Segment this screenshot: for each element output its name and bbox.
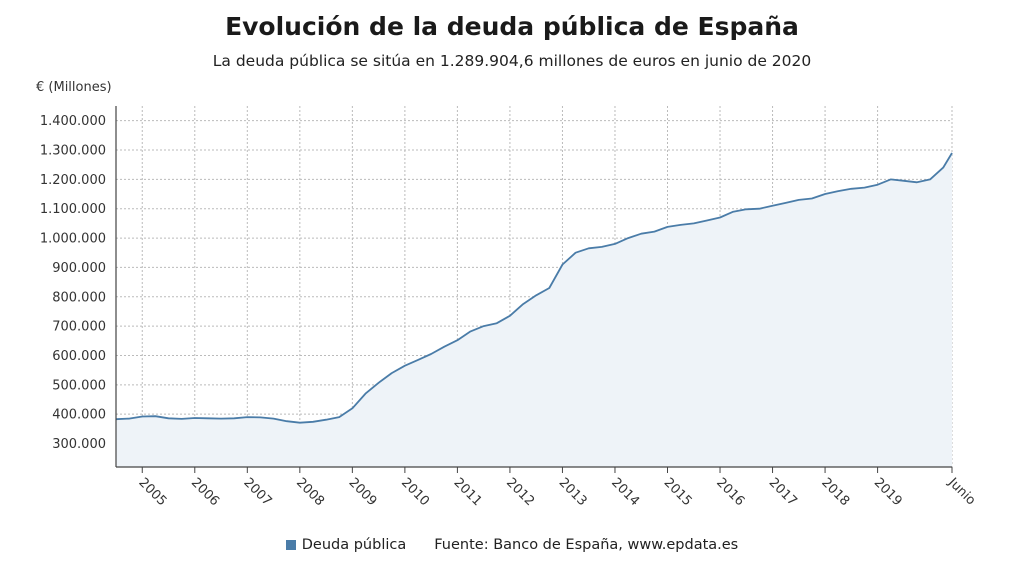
chart-subtitle: La deuda pública se sitúa en 1.289.904,6… — [212, 52, 812, 70]
x-tick-label: 2007 — [240, 475, 274, 509]
y-axis-label: € (Millones) — [36, 80, 112, 95]
legend-swatch-icon — [285, 540, 296, 550]
y-tick-label: 900.000 — [52, 261, 106, 276]
legend: Deuda pública Fuente: Banco de España, w… — [0, 537, 1024, 553]
source-credit: Fuente: Banco de España, www.epdata.es — [434, 537, 739, 553]
legend-label: Deuda pública — [301, 537, 407, 553]
x-tick-label: 2006 — [188, 475, 222, 509]
x-tick-label: 2010 — [398, 475, 432, 509]
x-tick-label: 2018 — [818, 475, 852, 509]
legend-item-deuda: Deuda pública — [285, 537, 407, 553]
y-tick-label: 600.000 — [52, 349, 106, 364]
x-tick-label: 2005 — [135, 475, 169, 509]
x-tick-label: 2011 — [451, 475, 485, 509]
x-tick-label: 2017 — [766, 475, 800, 509]
y-tick-label: 800.000 — [52, 290, 106, 305]
y-tick-label: 1.300.000 — [40, 144, 106, 159]
x-tick-label: 2009 — [346, 475, 380, 509]
series-line-deuda-publica — [115, 152, 953, 424]
x-tick-label: 2015 — [661, 475, 695, 509]
y-tick-label: 1.400.000 — [40, 114, 106, 129]
x-tick-label: 2012 — [503, 475, 537, 509]
y-tick-label: 1.000.000 — [40, 232, 106, 247]
x-tick-label: 2016 — [713, 475, 747, 509]
x-tick-label: 2013 — [556, 475, 590, 509]
x-tick-label: Junio — [944, 475, 978, 509]
x-tick-label: 2008 — [293, 475, 327, 509]
x-tick-label: 2019 — [871, 475, 905, 509]
y-tick-label: 300.000 — [52, 437, 106, 452]
y-tick-label: 500.000 — [52, 378, 106, 393]
y-tick-label: 700.000 — [52, 320, 106, 335]
series-area — [116, 153, 952, 467]
y-tick-label: 1.200.000 — [40, 173, 106, 188]
x-tick-label: 2014 — [608, 475, 642, 509]
chart-title: Evolución de la deuda pública de España — [225, 12, 799, 41]
y-tick-label: 1.100.000 — [40, 202, 106, 217]
y-tick-label: 400.000 — [52, 408, 106, 423]
